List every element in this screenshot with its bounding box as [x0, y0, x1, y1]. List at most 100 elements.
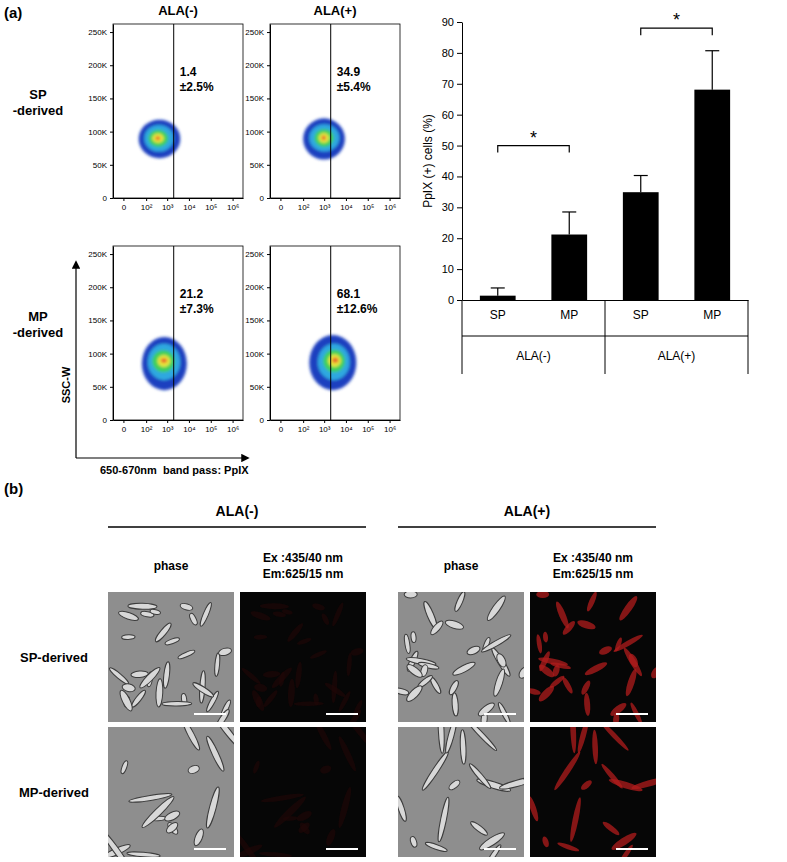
tick: 10⁶: [384, 198, 396, 212]
bar-chart: 0102030405060708090SPMPSPMPALA(-)ALA(+)*…: [421, 10, 749, 374]
tick: SP: [490, 308, 506, 322]
cell-shape: [344, 727, 366, 750]
divider: [748, 300, 749, 374]
cell-shape: [259, 851, 293, 857]
cell-shape: [629, 702, 644, 722]
density-levels: [142, 337, 187, 390]
tick-mark: [267, 165, 270, 166]
micrograph: [240, 592, 366, 722]
micrograph: [240, 727, 366, 857]
tick: 50K: [250, 161, 270, 170]
tick: 30: [442, 201, 462, 213]
cell-shape: [204, 786, 221, 829]
tick-mark: [211, 198, 212, 201]
tick: 10³: [162, 420, 174, 434]
plot-frame: [113, 24, 243, 198]
density-plot: 34.9±5.4%010²10³10⁴10⁵10⁶050K100K150K200…: [245, 24, 400, 212]
tick-label: 10³: [319, 203, 331, 212]
cell-shape: [296, 637, 312, 647]
image-background: [398, 727, 524, 857]
cell-shape: [398, 687, 409, 696]
cell-shape: [294, 661, 303, 688]
tick-mark: [324, 198, 325, 201]
tick-mark: [110, 198, 113, 199]
cell-shape: [601, 820, 621, 837]
tick-label: 0: [279, 425, 284, 434]
tick: 10²: [141, 420, 153, 434]
tick: 10³: [319, 198, 331, 212]
cell-shape: [263, 670, 281, 678]
cell-shape: [561, 619, 577, 636]
cell-shape: [557, 841, 580, 853]
density-level: [319, 133, 330, 143]
tick: SP: [633, 308, 649, 322]
tick-label: 10⁶: [384, 203, 396, 212]
cell-shape: [150, 609, 161, 616]
micrograph: [530, 727, 656, 857]
subheader: phase: [444, 559, 479, 573]
tick-label: 90: [442, 16, 454, 28]
axis: 050K100K150K200K250K: [88, 247, 113, 426]
axis: 0102030405060708090: [442, 16, 463, 306]
cell-shape: [311, 602, 325, 611]
tick-mark: [303, 420, 304, 423]
density-plot: 1.4±2.5%010²10³10⁴10⁵10⁶050K100K150K200K…: [88, 24, 243, 212]
tick-mark: [457, 22, 462, 23]
tick: 10⁶: [384, 420, 396, 434]
tick: 100K: [245, 128, 270, 137]
tick-label: 10⁵: [362, 203, 374, 212]
axis: 050K100K150K200K250K: [245, 247, 270, 426]
scale-bar: [194, 848, 226, 850]
tick-mark: [267, 287, 270, 288]
density-plot: 68.1±12.6%010²10³10⁴10⁵10⁶050K100K150K20…: [245, 246, 400, 434]
error-bar: [634, 176, 648, 193]
tick-label: 50K: [93, 383, 108, 392]
gate-percentage: ±5.4%: [337, 80, 371, 94]
gate-percentage: ±7.3%: [180, 302, 214, 316]
cell-shape: [254, 635, 268, 640]
tick-mark: [457, 207, 462, 208]
bar: [694, 90, 730, 300]
tick-label: 150K: [245, 316, 264, 325]
cell-shape: [480, 633, 512, 654]
cell-shape: [451, 692, 459, 716]
cell-shape: [272, 794, 308, 830]
bar: [480, 296, 516, 300]
cell-shape: [319, 764, 332, 775]
tick: 150K: [88, 94, 113, 103]
tick-mark: [233, 198, 234, 201]
cell-shape: [495, 652, 508, 668]
tick-mark: [146, 420, 147, 423]
cell-shape: [122, 635, 136, 640]
tick: 10⁴: [340, 420, 353, 434]
cell-shape: [330, 602, 345, 628]
tick-label: 10³: [319, 425, 331, 434]
density-level: [309, 335, 356, 390]
tick-mark: [457, 269, 462, 270]
tick-mark: [267, 387, 270, 388]
tick: 200K: [245, 61, 270, 70]
cell-shape: [204, 735, 226, 772]
tick: 250K: [245, 28, 270, 37]
cell-shape: [404, 592, 417, 598]
tick: 0: [279, 420, 284, 434]
cell-shape: [436, 797, 451, 843]
tick-label: 20: [442, 232, 454, 244]
axis-arrow: [76, 457, 248, 458]
error-cap: [491, 287, 505, 288]
tick: 20: [442, 232, 462, 244]
bar: [551, 235, 587, 300]
cell-shape: [120, 760, 129, 774]
cell-shape: [249, 609, 271, 622]
axis-title: SSC-W: [60, 366, 72, 403]
cell-shape: [177, 649, 195, 660]
cell-shape: [517, 665, 524, 680]
tick-mark: [457, 176, 462, 177]
density-level: [328, 354, 341, 367]
cell-shape: [162, 661, 171, 688]
tick-mark: [368, 420, 369, 423]
tick-label: 150K: [245, 94, 264, 103]
tick-label: 10⁴: [340, 203, 353, 212]
cell-shape: [240, 666, 262, 685]
tick-label: 0: [279, 203, 284, 212]
